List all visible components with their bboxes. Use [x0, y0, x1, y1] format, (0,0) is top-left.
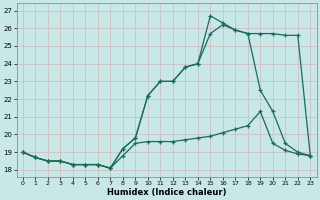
X-axis label: Humidex (Indice chaleur): Humidex (Indice chaleur) [107, 188, 226, 197]
